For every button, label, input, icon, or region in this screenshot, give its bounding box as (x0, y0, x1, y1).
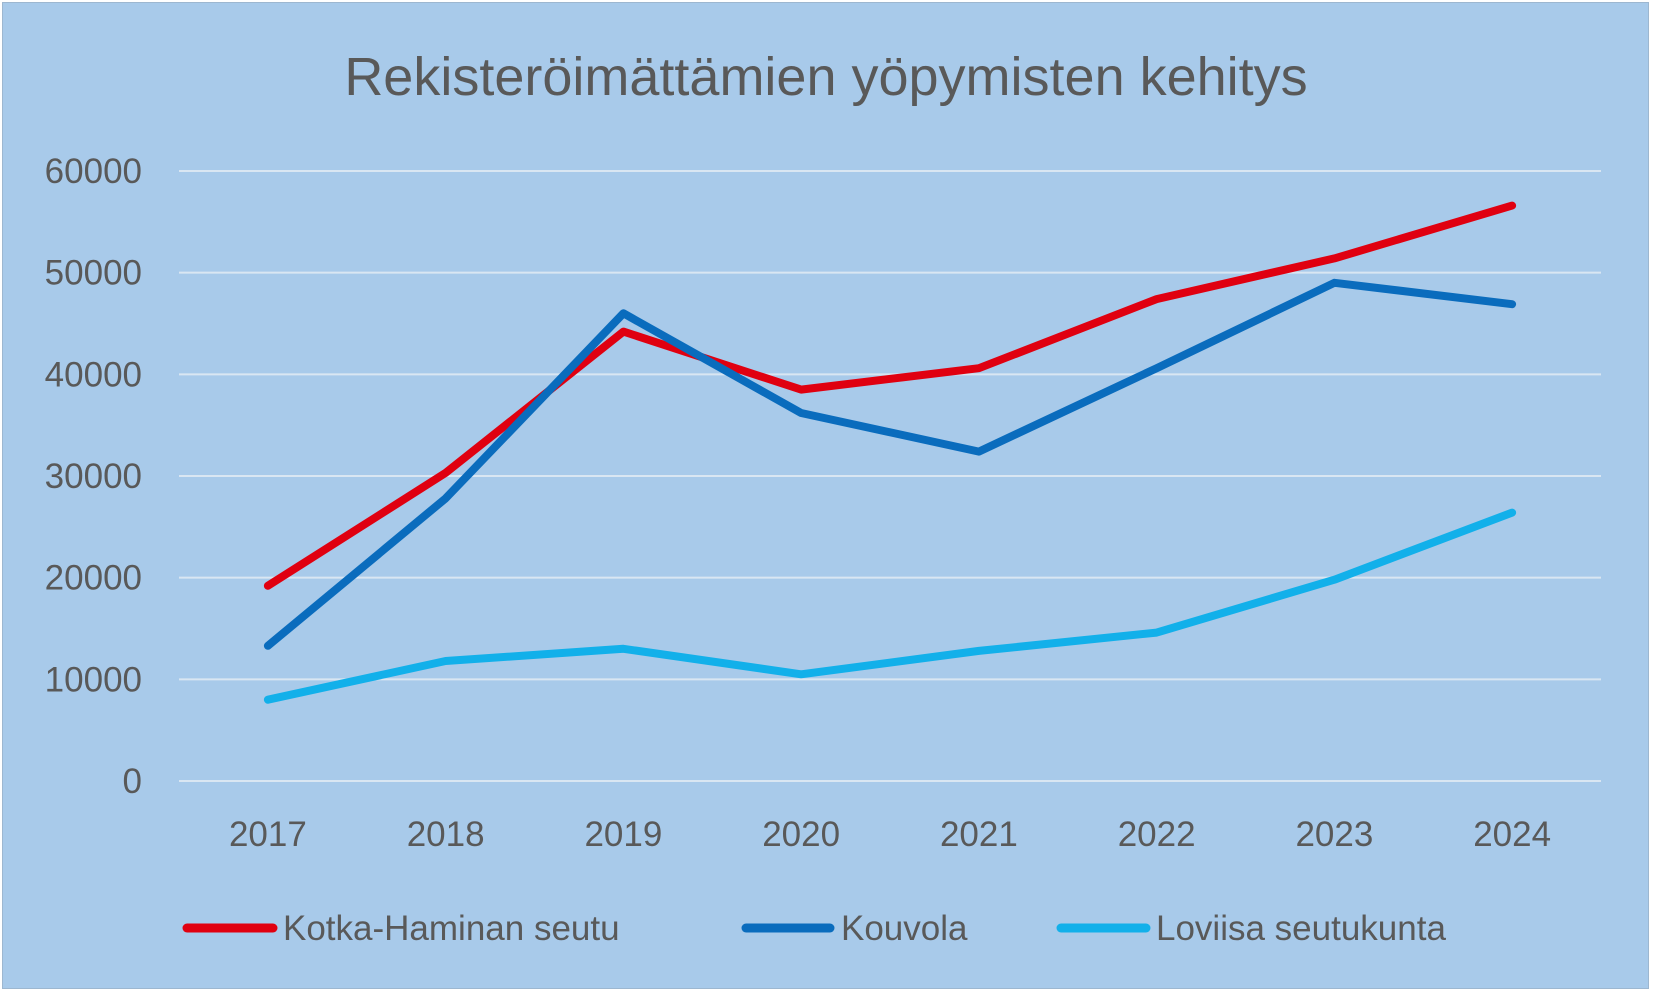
legend: Kotka-Haminan seutu Kouvola Loviisa seutuk… (182, 909, 1446, 948)
y-tick-label: 30000 (45, 457, 142, 496)
series-line-0 (263, 201, 1517, 590)
series-lines (263, 201, 1517, 704)
x-tick-label: 2019 (584, 815, 662, 854)
x-tick-label: 2021 (940, 815, 1018, 854)
x-tick-label: 2022 (1118, 815, 1196, 854)
line-chart: Rekisteröimättämien yöpymisten kehitys 0… (45, 47, 1601, 948)
series-line-1 (263, 278, 1517, 650)
y-tick-label: 20000 (45, 559, 142, 598)
y-tick-label: 60000 (45, 152, 142, 191)
legend-label: Kotka-Haminan seutu (283, 909, 620, 948)
legend-label: Loviisa seutukunta (1156, 909, 1446, 948)
x-tick-label: 2017 (229, 815, 307, 854)
x-tick-label: 2020 (762, 815, 840, 854)
x-tick-label: 2024 (1473, 815, 1551, 854)
y-axis-ticks: 0 10000 20000 30000 40000 50000 60000 (45, 152, 142, 801)
y-tick-label: 40000 (45, 355, 142, 394)
x-tick-label: 2023 (1295, 815, 1373, 854)
x-axis-ticks: 2017 2018 2019 2020 2021 2022 2023 2024 (229, 815, 1551, 854)
legend-label: Kouvola (841, 909, 968, 948)
y-tick-label: 10000 (45, 660, 142, 699)
x-tick-label: 2018 (407, 815, 485, 854)
y-tick-label: 50000 (45, 254, 142, 293)
y-tick-label: 0 (123, 762, 142, 801)
series-line-2 (263, 508, 1517, 704)
gridlines (179, 170, 1601, 782)
chart-title: Rekisteröimättämien yöpymisten kehitys (344, 47, 1307, 107)
